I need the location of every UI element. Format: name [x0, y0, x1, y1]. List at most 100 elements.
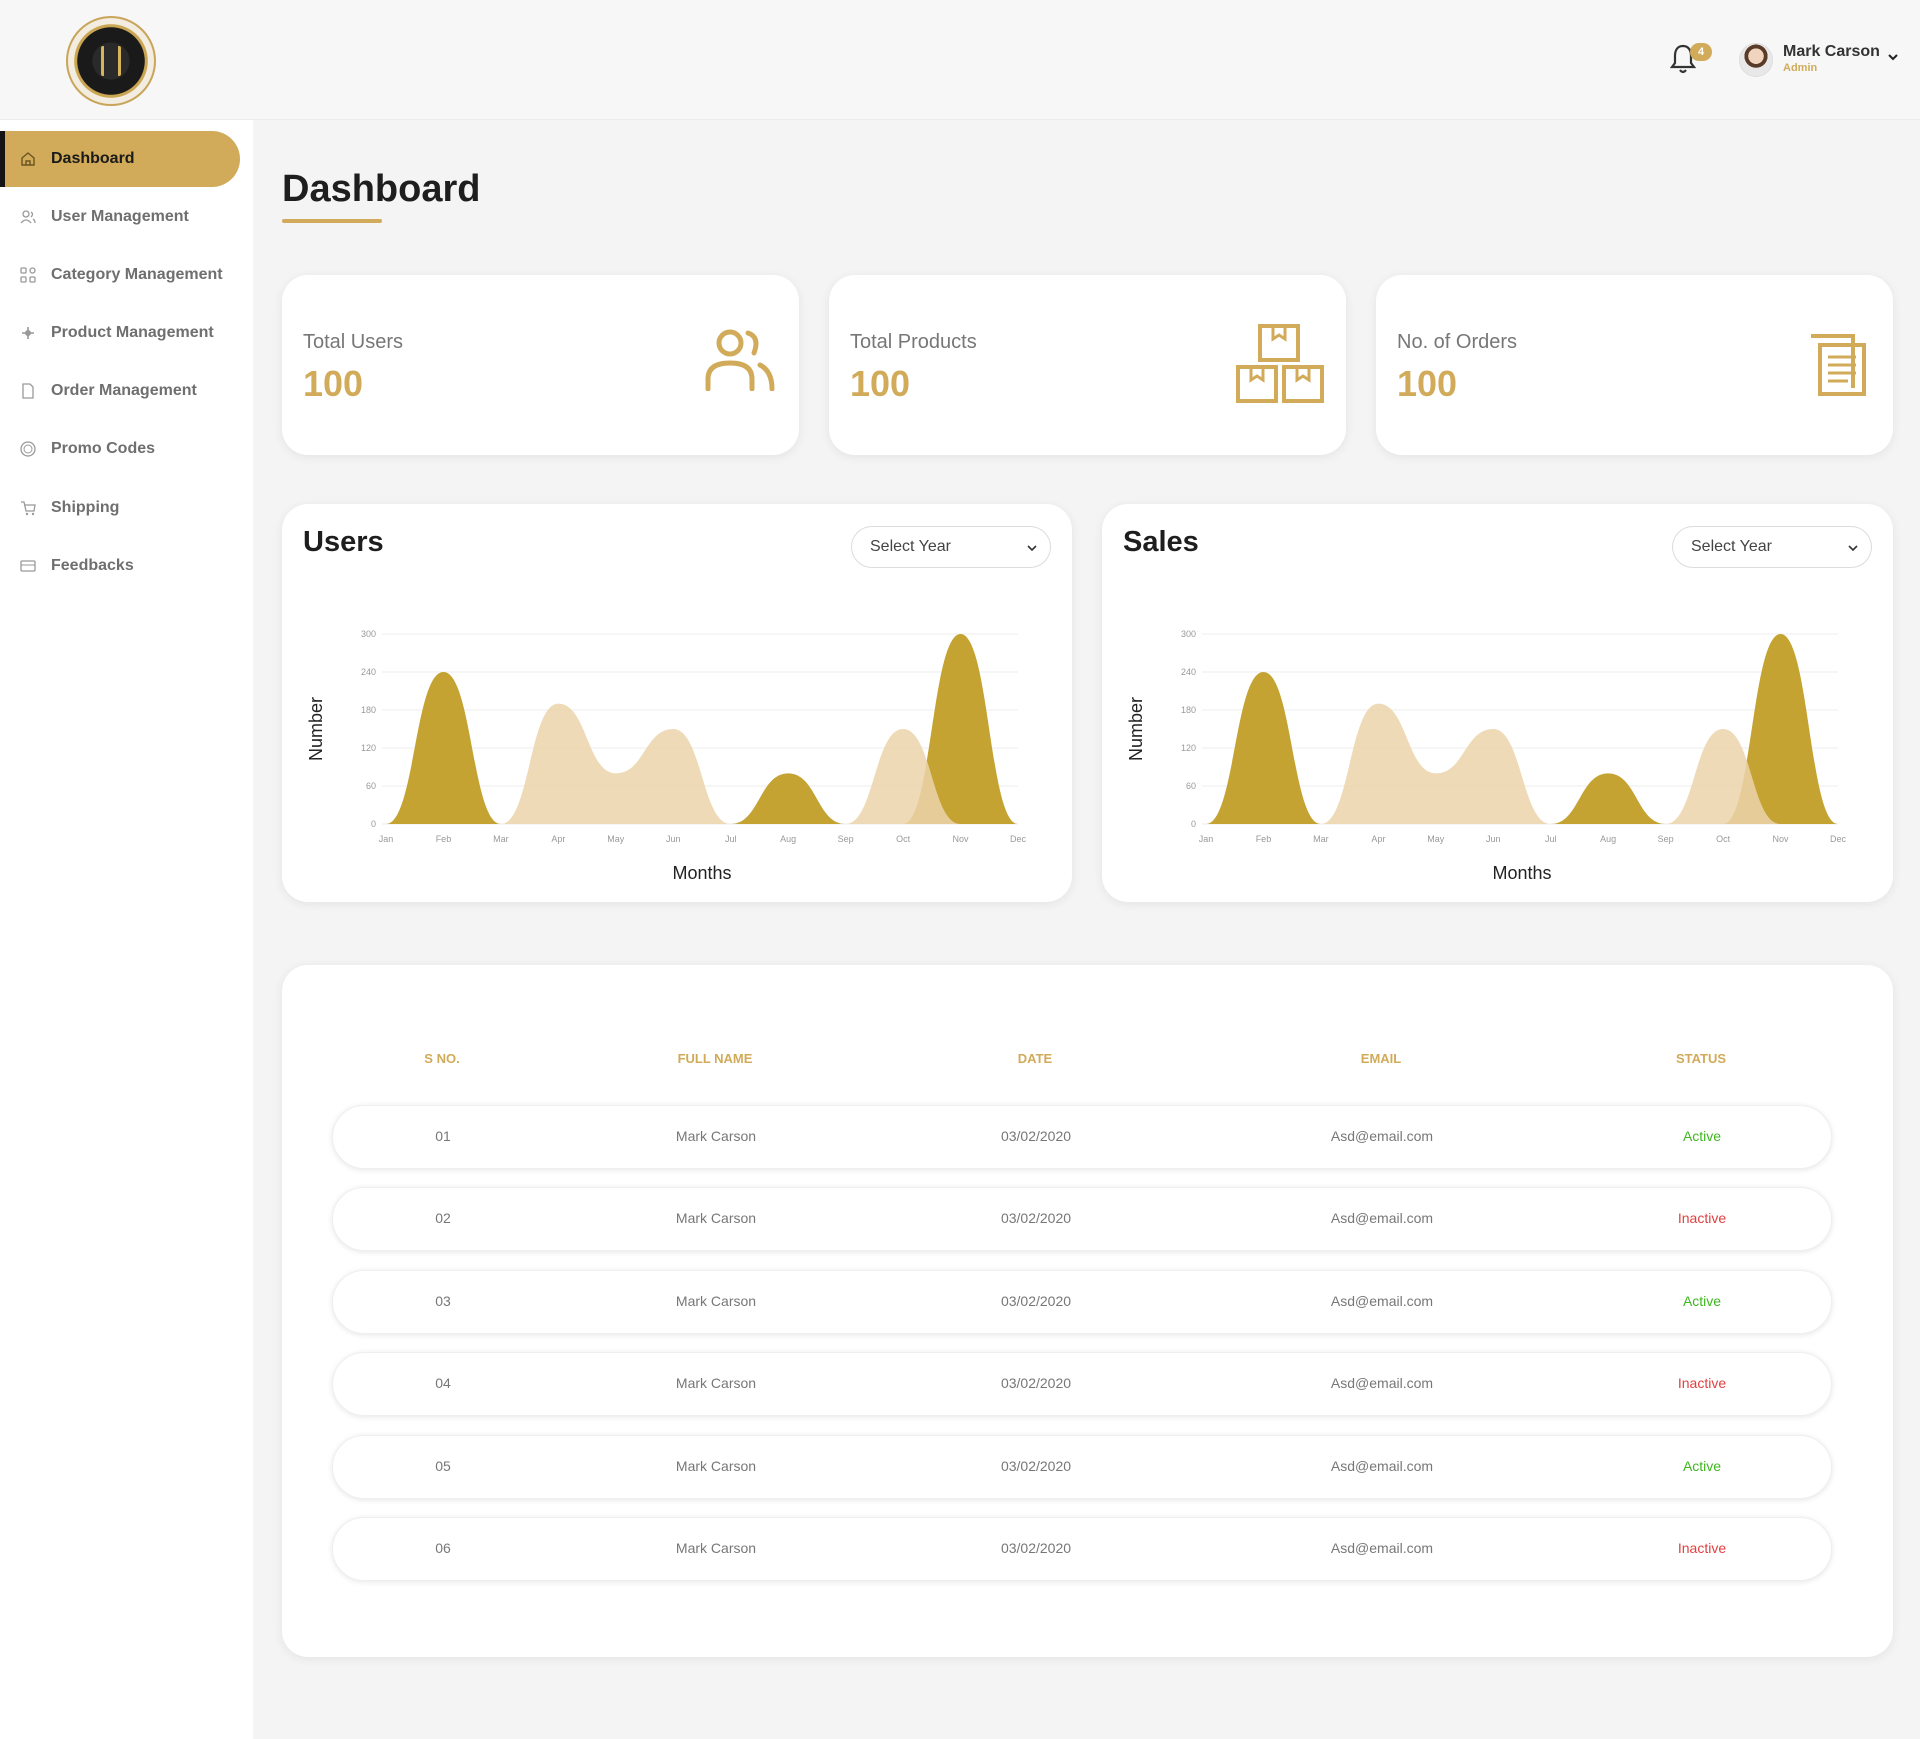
home-icon	[21, 152, 35, 166]
cell-email: Asd@email.com	[1330, 1128, 1434, 1144]
sidebar-item-promo-codes[interactable]: Promo Codes	[0, 421, 240, 477]
status-badge: Inactive	[1677, 1375, 1727, 1391]
x-tick-label: Jul	[1545, 834, 1557, 844]
chevron-down-icon	[1027, 545, 1037, 552]
y-tick-label: 0	[1191, 819, 1196, 829]
sidebar-item-category-management[interactable]: Category Management	[0, 247, 240, 303]
chevron-down-icon	[1848, 545, 1858, 552]
cell-sno: 04	[435, 1375, 451, 1391]
y-tick-label: 120	[1181, 743, 1196, 753]
users-chart-card: Users Select Year 0 60 120 180 240 300 Jan Feb M…	[282, 504, 1072, 902]
user-name: Mark Carson	[1783, 43, 1880, 60]
status-badge: Active	[1682, 1458, 1722, 1474]
table-row[interactable]: 04 Mark Carson 03/02/2020 Asd@email.com …	[332, 1352, 1832, 1416]
year-select[interactable]: Select Year	[851, 526, 1051, 568]
select-value: Select Year	[1691, 538, 1772, 555]
chevron-down-icon[interactable]	[1885, 49, 1901, 65]
column-header-status: STATUS	[1675, 1051, 1727, 1066]
stat-card-users: Total Users 100	[282, 275, 799, 455]
cell-email: Asd@email.com	[1330, 1375, 1434, 1391]
status-badge: Inactive	[1677, 1540, 1727, 1556]
y-tick-label: 300	[361, 629, 376, 639]
avatar	[1739, 43, 1773, 77]
y-tick-label: 60	[1186, 781, 1196, 791]
y-axis-label: Number	[306, 697, 326, 761]
y-tick-label: 180	[1181, 705, 1196, 715]
sidebar-item-label: User Management	[51, 208, 189, 225]
users-icon	[20, 210, 36, 224]
chart-title: Users	[303, 526, 384, 558]
cell-full-name: Mark Carson	[675, 1293, 757, 1309]
sidebar-item-label: Dashboard	[51, 150, 135, 167]
x-tick-label: Jun	[1486, 834, 1501, 844]
x-tick-label: Nov	[953, 834, 970, 844]
sidebar-item-label: Category Management	[51, 266, 223, 283]
stat-label: Total Users	[303, 331, 404, 353]
product-icon	[22, 327, 34, 339]
user-menu[interactable]: Mark Carson Admin	[1739, 40, 1899, 80]
cart-icon	[21, 501, 36, 516]
sidebar-item-feedbacks[interactable]: Feedbacks	[0, 538, 240, 594]
cell-date: 03/02/2020	[1000, 1458, 1072, 1474]
stat-label: Total Products	[850, 331, 977, 353]
stat-value: 100	[1397, 363, 1458, 404]
cell-sno: 03	[435, 1293, 451, 1309]
cell-full-name: Mark Carson	[675, 1458, 757, 1474]
bell-icon[interactable]	[1668, 42, 1698, 76]
sidebar: Dashboard User Management Category Manag…	[0, 120, 253, 1739]
x-tick-label: Feb	[1256, 834, 1272, 844]
series-area-0	[1206, 634, 1838, 824]
status-badge: Inactive	[1677, 1210, 1727, 1226]
cell-full-name: Mark Carson	[675, 1540, 757, 1556]
cell-sno: 06	[435, 1540, 451, 1556]
cell-email: Asd@email.com	[1330, 1458, 1434, 1474]
cell-date: 03/02/2020	[1000, 1128, 1072, 1144]
x-tick-label: Aug	[1600, 834, 1616, 844]
x-tick-label: Dec	[1830, 834, 1847, 844]
user-role: Admin	[1783, 62, 1818, 74]
table-row[interactable]: 05 Mark Carson 03/02/2020 Asd@email.com …	[332, 1435, 1832, 1499]
grid-icon	[20, 267, 36, 283]
cell-sno: 01	[435, 1128, 451, 1144]
x-tick-label: Apr	[1371, 834, 1385, 844]
x-axis-label: Months	[1492, 863, 1551, 883]
sales-chart-card: Sales Select Year 0 60 120 180 240 300 Jan Feb M…	[1102, 504, 1893, 902]
x-tick-label: Jan	[1199, 834, 1214, 844]
sidebar-item-label: Product Management	[51, 324, 214, 341]
select-value: Select Year	[870, 538, 951, 555]
cell-date: 03/02/2020	[1000, 1293, 1072, 1309]
document-icon	[22, 383, 34, 399]
brand-logo[interactable]	[66, 16, 156, 106]
column-header-sno: S NO.	[424, 1051, 460, 1066]
stat-card-orders: No. of Orders 100	[1376, 275, 1893, 455]
table-row[interactable]: 01 Mark Carson 03/02/2020 Asd@email.com …	[332, 1105, 1832, 1169]
table-row[interactable]: 06 Mark Carson 03/02/2020 Asd@email.com …	[332, 1517, 1832, 1581]
boxes-icon	[1236, 324, 1324, 403]
x-tick-label: Oct	[1716, 834, 1731, 844]
stat-label: No. of Orders	[1397, 331, 1518, 353]
sidebar-item-product-management[interactable]: Product Management	[0, 305, 240, 361]
page-title: Dashboard	[282, 168, 481, 210]
title-underline	[282, 219, 382, 223]
sidebar-item-user-management[interactable]: User Management	[0, 189, 240, 245]
stat-card-products: Total Products 100	[829, 275, 1346, 455]
promo-icon	[20, 441, 36, 457]
x-tick-label: Mar	[1313, 834, 1329, 844]
notification-badge: 4	[1690, 43, 1712, 61]
users-icon	[705, 329, 775, 391]
sidebar-item-shipping[interactable]: Shipping	[0, 480, 240, 536]
stat-value: 100	[303, 363, 364, 404]
y-tick-label: 240	[1181, 667, 1196, 677]
x-tick-label: Apr	[551, 834, 565, 844]
y-tick-label: 180	[361, 705, 376, 715]
sidebar-item-order-management[interactable]: Order Management	[0, 363, 240, 419]
year-select[interactable]: Select Year	[1672, 526, 1872, 568]
cell-sno: 05	[435, 1458, 451, 1474]
cell-email: Asd@email.com	[1330, 1210, 1434, 1226]
x-tick-label: Feb	[436, 834, 452, 844]
sidebar-item-dashboard[interactable]: Dashboard	[0, 131, 240, 187]
table-row[interactable]: 02 Mark Carson 03/02/2020 Asd@email.com …	[332, 1187, 1832, 1251]
status-badge: Active	[1682, 1128, 1722, 1144]
x-tick-label: May	[607, 834, 625, 844]
table-row[interactable]: 03 Mark Carson 03/02/2020 Asd@email.com …	[332, 1270, 1832, 1334]
